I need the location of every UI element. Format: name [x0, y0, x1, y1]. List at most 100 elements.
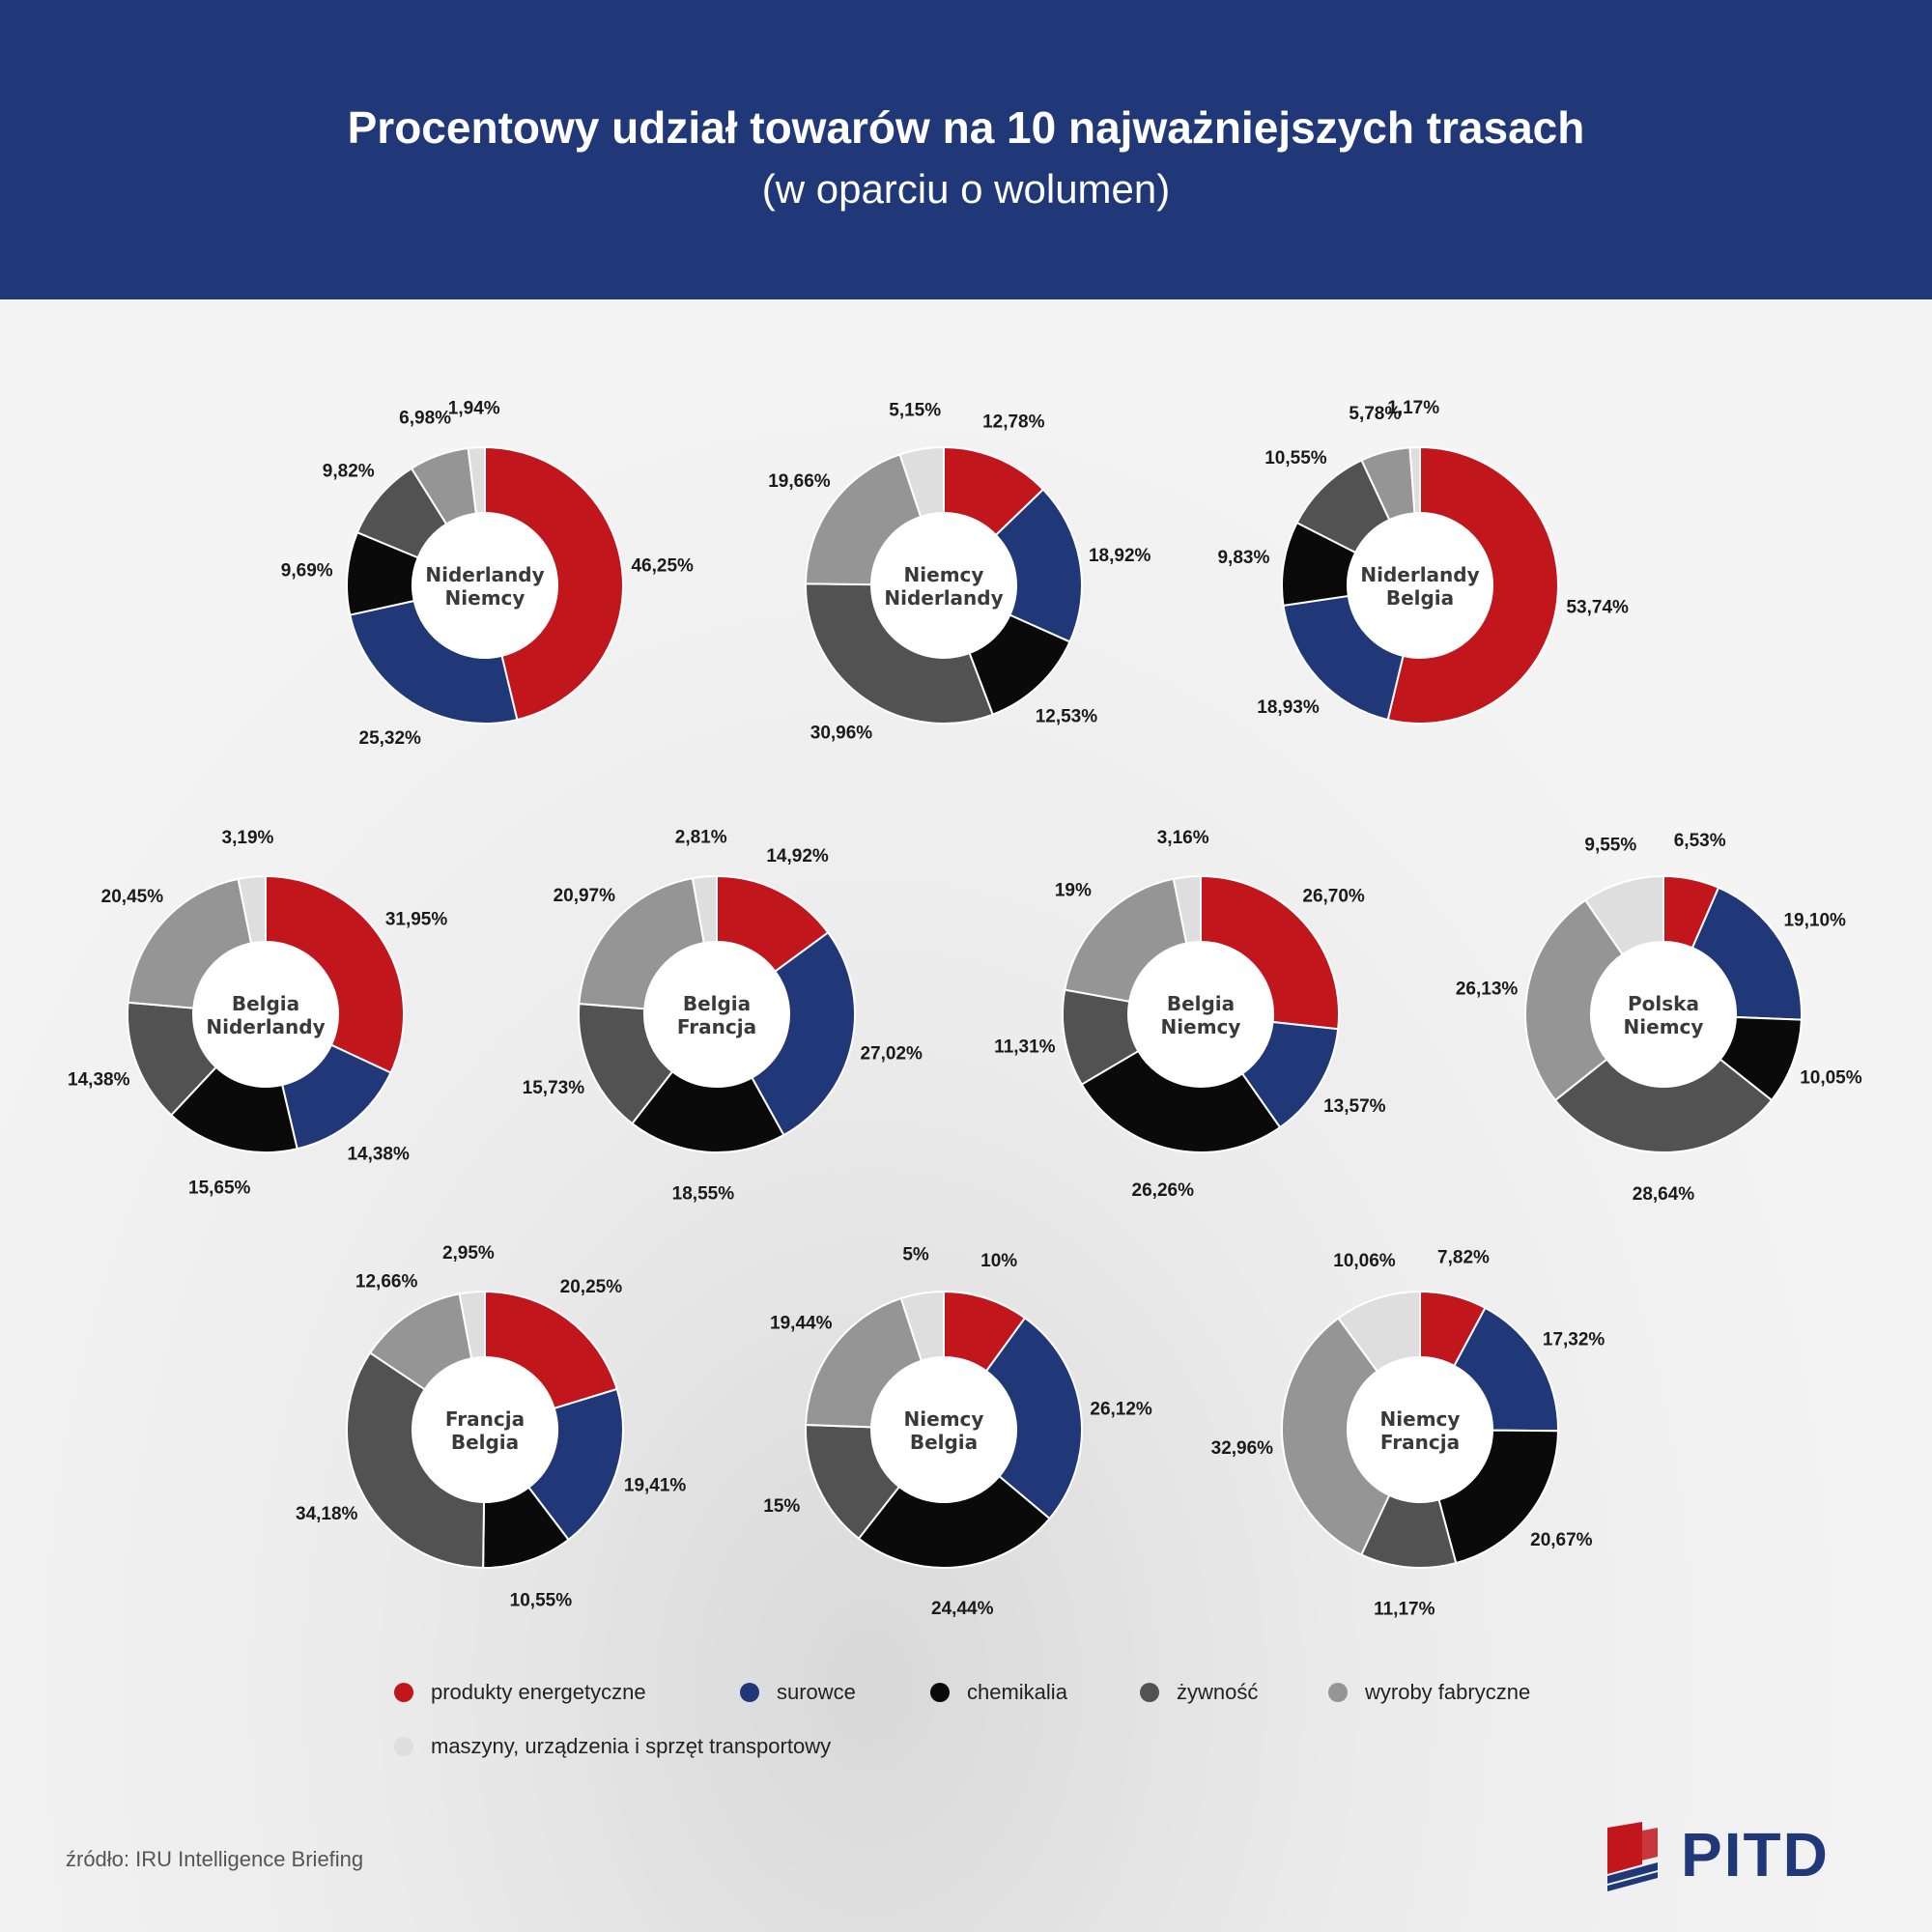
slice-value-label: 20,45%	[101, 887, 164, 907]
donut-chart: 14,92% 27,02% 18,55% 15,73% 20,97% 2,81% Belgi…	[523, 828, 923, 1205]
legend-label: surowce	[777, 1680, 856, 1704]
route-label: Niderlandy	[206, 1015, 325, 1038]
slice-value-label: 13,57%	[1323, 1096, 1386, 1117]
donut-hole	[644, 942, 789, 1087]
slice-value-label: 26,13%	[1456, 979, 1519, 999]
slice-value-label: 3,16%	[1157, 828, 1209, 848]
slice-value-label: 9,69%	[281, 561, 333, 582]
slice-value-label: 6,53%	[1674, 831, 1726, 851]
legend-dot-chemicals	[930, 1683, 950, 1702]
pitd-logo: PITD	[1604, 1816, 1830, 1893]
slice-value-label: 10%	[980, 1251, 1017, 1271]
slice-value-label: 2,81%	[675, 828, 727, 848]
slice-value-label: 5,15%	[889, 400, 941, 420]
slice-value-label: 26,70%	[1302, 886, 1365, 906]
slice-value-label: 5,78%	[1349, 404, 1401, 424]
route-label: Belgia	[451, 1431, 519, 1454]
pitd-logo-mark	[1607, 1822, 1658, 1891]
slice-value-label: 31,95%	[385, 910, 448, 930]
slice-value-label: 34,18%	[296, 1504, 358, 1524]
donut-slice	[1080, 1049, 1282, 1153]
route-label: Belgia	[1386, 586, 1454, 610]
slice-value-label: 3,19%	[222, 828, 274, 848]
slice-value-label: 30,96%	[810, 724, 873, 744]
legend-label: żywność	[1177, 1680, 1259, 1704]
route-label: Niderlandy	[884, 586, 1003, 610]
route-label: Niemcy	[445, 586, 526, 610]
legend-item-food: żywność	[1140, 1673, 1258, 1712]
slice-value-label: 15,73%	[523, 1078, 585, 1098]
route-label: Belgia	[1167, 992, 1235, 1015]
slice-value-label: 9,55%	[1584, 835, 1636, 855]
route-label: Francja	[445, 1407, 525, 1431]
pitd-logo-text: PITD	[1681, 1820, 1830, 1889]
slice-value-label: 20,25%	[560, 1277, 623, 1297]
slice-value-label: 25,32%	[359, 728, 422, 749]
legend-item-energy: produkty energetyczne	[394, 1673, 646, 1712]
donut-hole	[412, 1357, 557, 1502]
slice-value-label: 18,92%	[1089, 546, 1151, 566]
legend-dot-food	[1140, 1683, 1159, 1702]
donut-hole	[193, 942, 338, 1087]
slice-value-label: 14,38%	[347, 1145, 410, 1165]
slice-value-label: 32,96%	[1211, 1438, 1274, 1459]
slice-value-label: 28,64%	[1633, 1184, 1695, 1205]
route-label: Niemcy	[904, 1407, 984, 1431]
donut-chart: 53,74% 18,93% 9,83% 10,55% 5,78%1,17% Niderla…	[1217, 398, 1629, 724]
slice-value-label: 10,05%	[1800, 1067, 1862, 1088]
donut-chart: 12,78% 18,92% 12,53% 30,96% 19,66% 5,15% Niemc…	[768, 400, 1151, 743]
slice-value-label: 10,55%	[1264, 448, 1327, 469]
slice-value-label: 18,93%	[1257, 697, 1320, 718]
donut-hole	[871, 1357, 1016, 1502]
legend-label: produkty energetyczne	[431, 1680, 646, 1704]
donut-chart: 31,95% 14,38% 15,65% 14,38% 20,45% 3,19% Belgi…	[68, 828, 447, 1199]
donut-hole	[1348, 513, 1492, 658]
slice-value-label: 19,66%	[768, 471, 831, 492]
legend-dot-machinery	[394, 1737, 413, 1756]
legend-item-manufactured: wyroby fabryczne	[1328, 1673, 1530, 1712]
slice-value-label: 53,74%	[1566, 598, 1629, 618]
slice-value-label: 7,82%	[1437, 1248, 1490, 1268]
legend-dot-raw-materials	[740, 1683, 759, 1702]
slice-value-label: 26,12%	[1090, 1400, 1152, 1420]
route-label: Niemcy	[1380, 1407, 1461, 1431]
source-note: źródło: IRU Intelligence Briefing	[66, 1847, 364, 1871]
route-label: Niderlandy	[1360, 563, 1479, 586]
route-label: Francja	[1380, 1431, 1460, 1454]
slice-value-label: 26,26%	[1132, 1180, 1195, 1201]
donut-chart: 26,70% 13,57% 26,26% 11,31% 19% 3,16% BelgiaNi…	[994, 828, 1385, 1201]
slice-value-label: 12,53%	[1036, 707, 1098, 727]
page-subtitle: (w oparciu o wolumen)	[761, 166, 1171, 212]
donut-chart: 6,53% 19,10% 10,05% 28,64% 26,13% 9,55% Polska…	[1456, 831, 1862, 1205]
slice-value-label: 2,95%	[442, 1243, 495, 1264]
donut-hole	[871, 513, 1016, 658]
slice-value-label: 14,92%	[766, 846, 829, 867]
legend-dot-energy	[394, 1683, 413, 1702]
route-label: Polska	[1628, 992, 1699, 1015]
route-label: Niderlandy	[425, 563, 544, 586]
slice-value-label: 24,44%	[931, 1599, 994, 1619]
slice-value-label: 10,06%	[1333, 1251, 1396, 1271]
slice-value-label: 9,82%	[323, 462, 375, 482]
slice-value-label: 1,17%	[1387, 398, 1439, 418]
route-label: Belgia	[683, 992, 751, 1015]
donut-chart: 46,25% 25,32% 9,69% 9,82% 6,98%1,94% Niderlan…	[281, 398, 694, 748]
slice-value-label: 17,32%	[1543, 1330, 1605, 1350]
legend-label: maszyny, urządzenia i sprzęt transportow…	[431, 1734, 832, 1758]
slice-value-label: 10,55%	[510, 1591, 573, 1611]
donut-chart: 7,82% 17,32% 20,67% 11,17% 32,96% 10,06% Niemc…	[1211, 1248, 1605, 1620]
slice-value-label: 15,65%	[188, 1179, 251, 1199]
legend-dot-manufactured	[1328, 1683, 1348, 1702]
donut-hole	[1591, 942, 1736, 1087]
page-title: Procentowy udział towarów na 10 najważni…	[347, 102, 1585, 153]
slice-value-label: 20,67%	[1530, 1530, 1593, 1550]
slice-value-label: 12,78%	[982, 412, 1045, 433]
route-label: Francja	[677, 1015, 756, 1038]
slice-value-label: 19,44%	[770, 1314, 833, 1334]
slice-value-label: 27,02%	[860, 1044, 923, 1065]
legend-item-chemicals: chemikalia	[930, 1673, 1067, 1712]
route-label: Belgia	[232, 992, 299, 1015]
donut-slice	[984, 1316, 1083, 1520]
legend-item-raw-materials: surowce	[740, 1673, 856, 1712]
slice-value-label: 18,55%	[672, 1183, 735, 1204]
